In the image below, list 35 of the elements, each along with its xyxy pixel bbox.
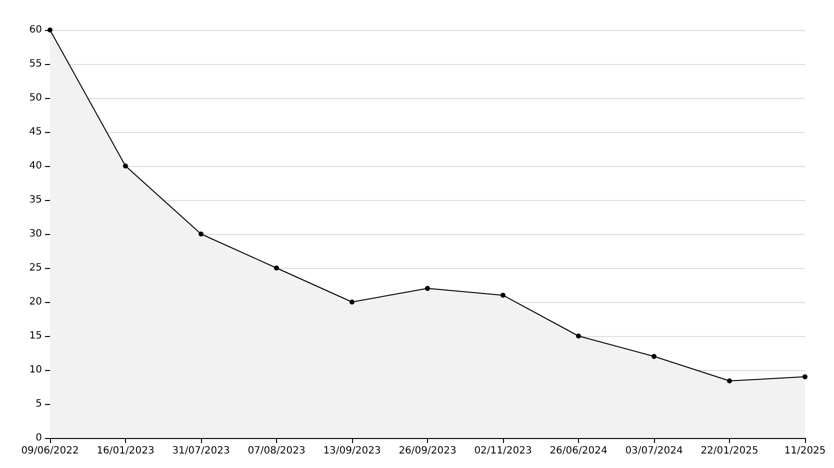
point: [727, 378, 732, 384]
y-tick-label: 55: [29, 58, 42, 70]
x-tick-label: 02/11/2023: [474, 446, 532, 456]
x-tick-label: 11/2025: [784, 446, 826, 456]
y-tick-label: 15: [29, 330, 42, 342]
x-tick-label: 16/01/2023: [96, 446, 154, 456]
point: [425, 286, 430, 291]
point: [48, 28, 52, 32]
y-tick-label: 45: [29, 126, 42, 138]
point: [123, 164, 128, 168]
x-tick-label: 07/08/2023: [248, 446, 306, 456]
y-tick-label: 30: [29, 228, 42, 240]
point: [198, 232, 204, 236]
point: [350, 300, 354, 304]
x-tick-label: 31/07/2023: [172, 446, 230, 456]
y-tick-label: 20: [29, 296, 42, 308]
x-tick-label: 22/01/2025: [700, 446, 758, 456]
y-tick-label: 50: [29, 92, 42, 104]
y-tick-label: 40: [29, 160, 42, 172]
y-tick-label: 35: [29, 194, 42, 206]
point: [652, 354, 656, 359]
point: [576, 334, 581, 338]
y-tick-label: 60: [29, 24, 42, 36]
y-tick-label: 25: [29, 262, 42, 274]
x-tick-label: 09/06/2022: [21, 446, 79, 456]
x-tick-label: 13/09/2023: [323, 446, 381, 456]
point: [274, 266, 279, 270]
x-tick-label: 26/09/2023: [398, 446, 456, 456]
point: [500, 292, 506, 298]
x-tick-label: 26/06/2024: [550, 446, 608, 456]
y-tick-label: 10: [29, 364, 42, 376]
point: [802, 374, 808, 380]
y-tick-label: 0: [36, 432, 42, 444]
y-tick-label: 5: [36, 398, 42, 410]
x-tick-label: 03/07/2024: [625, 446, 683, 456]
